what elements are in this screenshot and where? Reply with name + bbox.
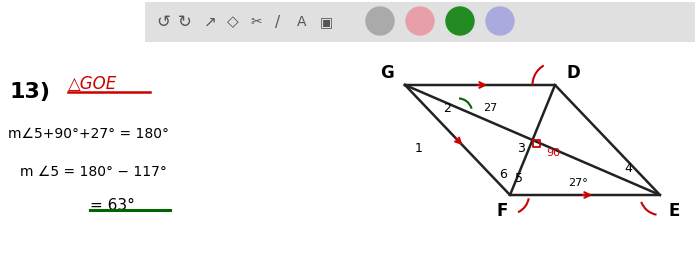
- Text: ↺: ↺: [156, 13, 170, 31]
- Text: 6: 6: [499, 168, 507, 181]
- Text: 4: 4: [624, 161, 632, 174]
- Text: △GOE: △GOE: [68, 75, 118, 93]
- Text: = 63°: = 63°: [90, 198, 135, 213]
- Circle shape: [486, 7, 514, 35]
- Text: G: G: [380, 64, 394, 82]
- Text: ◇: ◇: [227, 15, 239, 30]
- Circle shape: [446, 7, 474, 35]
- Text: A: A: [298, 15, 307, 29]
- Text: ▣: ▣: [319, 15, 332, 29]
- Text: 2: 2: [443, 102, 451, 114]
- Circle shape: [366, 7, 394, 35]
- Text: ↻: ↻: [178, 13, 192, 31]
- Text: F: F: [496, 202, 507, 220]
- Text: 27°: 27°: [568, 178, 588, 188]
- Text: 90: 90: [546, 148, 560, 158]
- Text: D: D: [566, 64, 580, 82]
- Text: /: /: [275, 15, 281, 30]
- Text: ✂: ✂: [250, 15, 262, 29]
- Text: m ∠5 = 180° − 117°: m ∠5 = 180° − 117°: [20, 165, 167, 179]
- Text: 1: 1: [415, 142, 423, 155]
- Text: E: E: [668, 202, 680, 220]
- Text: m∠5+90°+27° = 180°: m∠5+90°+27° = 180°: [8, 127, 169, 141]
- Text: 3: 3: [517, 142, 525, 155]
- Text: 5: 5: [515, 172, 523, 185]
- Text: ↗: ↗: [204, 15, 216, 30]
- Circle shape: [406, 7, 434, 35]
- Text: 13): 13): [10, 82, 51, 102]
- Bar: [145, 2, 695, 42]
- Text: 27: 27: [483, 103, 497, 113]
